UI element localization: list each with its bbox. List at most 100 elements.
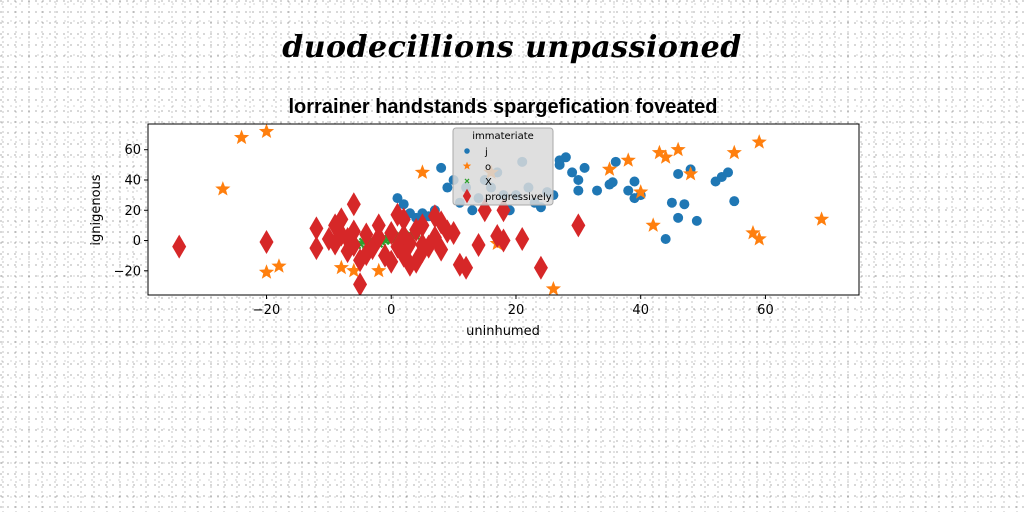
y-tick-label: −20 — [114, 264, 141, 279]
data-point — [607, 177, 618, 188]
legend-label: o — [485, 162, 491, 173]
plot-frame — [147, 123, 860, 296]
data-point — [629, 176, 640, 187]
data-point — [346, 219, 361, 244]
data-point — [573, 174, 584, 185]
data-point — [258, 264, 275, 279]
x-tick-label: 0 — [387, 303, 395, 318]
data-point — [333, 259, 349, 275]
series-progressively — [172, 192, 586, 295]
data-point — [353, 248, 368, 273]
x-axis-label: uninhumed — [466, 324, 540, 339]
data-point — [434, 237, 449, 262]
y-axis-label: ignigenous — [89, 174, 104, 245]
data-point — [371, 225, 386, 250]
data-point — [601, 161, 618, 176]
data-point — [610, 156, 621, 167]
legend-title: immateriate — [472, 131, 534, 142]
data-point — [573, 185, 584, 196]
data-point — [309, 216, 324, 241]
y-tick-label: 0 — [133, 234, 141, 249]
x-tick-label: 60 — [757, 303, 774, 318]
data-point — [334, 207, 349, 232]
data-point — [215, 181, 231, 196]
data-point — [751, 134, 767, 149]
legend-item-o: o — [462, 161, 491, 173]
legend-marker — [462, 161, 472, 170]
data-point — [371, 262, 387, 278]
data-point — [726, 144, 742, 160]
data-point — [515, 227, 530, 252]
data-point — [346, 233, 361, 258]
data-point — [346, 192, 361, 217]
data-point — [436, 162, 447, 173]
data-point — [409, 249, 424, 274]
legend-label: progressively — [485, 192, 552, 203]
data-point — [442, 182, 453, 193]
data-point — [496, 228, 511, 253]
data-point — [446, 220, 461, 245]
data-point — [384, 220, 399, 245]
data-point — [560, 152, 571, 163]
data-point — [359, 222, 374, 247]
data-point — [353, 272, 368, 295]
data-point — [592, 185, 603, 196]
data-point — [545, 280, 561, 295]
data-point — [384, 249, 399, 274]
x-tick-label: 20 — [508, 303, 525, 318]
legend-marker — [464, 178, 470, 184]
legend-marker — [464, 148, 470, 154]
data-point — [651, 144, 668, 160]
data-point — [620, 152, 636, 167]
data-point — [623, 185, 634, 196]
legend-item-j: j — [464, 147, 488, 158]
data-point — [258, 124, 275, 139]
data-point — [645, 217, 661, 232]
data-point — [670, 141, 686, 157]
data-point — [683, 165, 699, 181]
data-point — [723, 167, 734, 178]
data-point — [392, 193, 403, 204]
x-axis: −20 0 20 40 60 — [253, 295, 774, 318]
legend-label: X — [485, 177, 492, 188]
data-point — [402, 231, 417, 256]
data-point — [745, 224, 761, 240]
data-point — [571, 213, 586, 238]
data-point — [673, 168, 684, 179]
x-tick-label: 40 — [632, 303, 649, 318]
y-axis: −20 0 20 40 60 — [114, 143, 148, 279]
data-point — [172, 234, 187, 259]
data-point — [378, 243, 392, 268]
data-point — [467, 205, 478, 216]
data-point — [533, 255, 548, 280]
data-point — [691, 215, 702, 226]
data-point — [259, 230, 274, 255]
data-point — [346, 262, 362, 278]
data-point — [271, 258, 287, 273]
data-point — [233, 129, 250, 145]
y-tick-label: 20 — [124, 204, 141, 219]
data-point — [396, 207, 411, 232]
data-point — [660, 234, 671, 245]
legend-marker — [462, 188, 472, 204]
data-point — [309, 236, 324, 261]
chart-title: lorrainer handstands spargefication fove… — [289, 96, 718, 118]
x-tick-label: −20 — [253, 303, 280, 318]
data-point — [459, 255, 474, 280]
data-point — [567, 167, 578, 178]
y-tick-label: 40 — [124, 173, 141, 188]
data-point — [371, 213, 386, 238]
data-point — [813, 211, 830, 226]
legend-item-X: X — [464, 177, 492, 188]
data-point — [673, 212, 684, 223]
y-tick-label: 60 — [124, 143, 141, 158]
data-point — [579, 162, 590, 173]
data-point — [415, 213, 430, 238]
figure-suptitle: duodecillions unpassioned — [282, 30, 742, 65]
data-point — [633, 184, 649, 199]
data-point — [666, 197, 677, 208]
data-point — [658, 149, 674, 164]
